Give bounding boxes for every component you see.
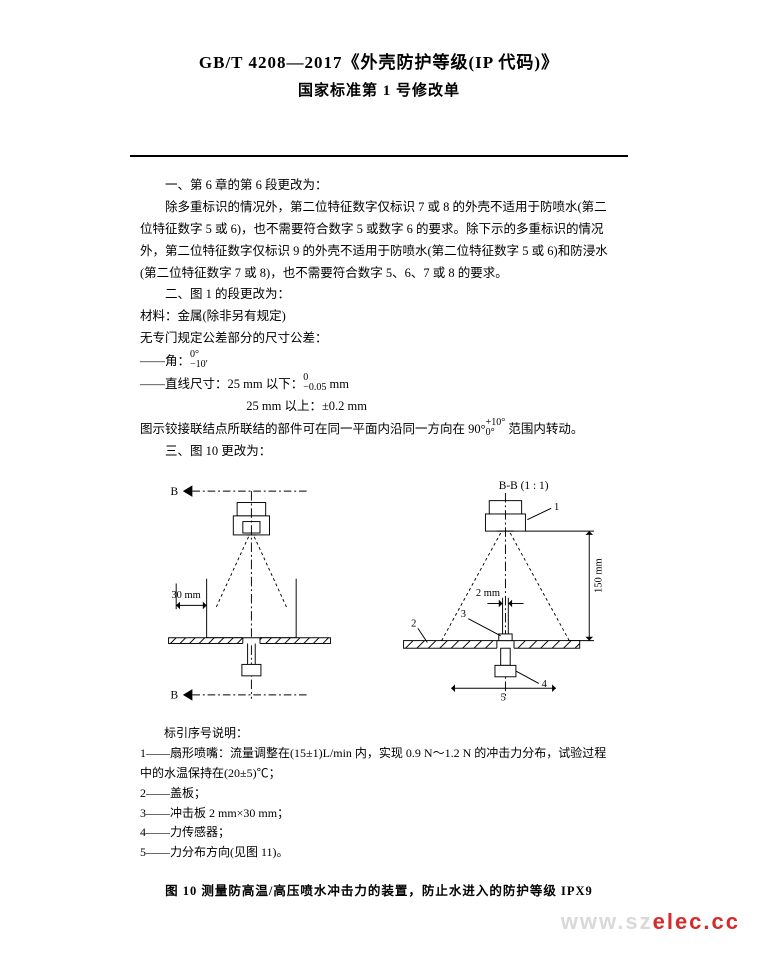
section-1-heading: 一、第 6 章的第 6 段更改为：: [140, 175, 618, 197]
label-B-bot: B: [170, 690, 178, 702]
s2l3-text: ——角：: [140, 354, 190, 368]
s2l4-text: ——直线尺寸：25 mm 以下：: [140, 377, 303, 391]
body-text: 一、第 6 章的第 6 段更改为： 除多重标识的情况外，第二位特征数字仅标识 7…: [140, 175, 618, 903]
figure-10-left: B: [140, 468, 335, 718]
section-1-para: 除多重标识的情况外，第二位特征数字仅标识 7 或 8 的外壳不适用于防喷水(第二…: [140, 197, 618, 285]
label-section-title: B-B (1 : 1): [499, 481, 549, 493]
section-3-heading: 三、图 10 更改为：: [140, 441, 618, 463]
label-n1: 1: [554, 503, 559, 514]
s2l6-tail: 范围内转动。: [505, 422, 583, 436]
section-2-line-1: 材料：金属(除非另有规定): [140, 306, 618, 328]
label-B-top: B: [170, 486, 178, 498]
document-page: GB/T 4208—2017《外壳防护等级(IP 代码)》 国家标准第 1 号修…: [0, 0, 758, 953]
watermark: www.szelec.cc: [561, 909, 740, 935]
label-2mm: 2 mm: [476, 588, 500, 599]
label-30mm: 30 mm: [171, 590, 200, 601]
label-n3: 3: [461, 609, 466, 620]
label-n2: 2: [411, 619, 416, 630]
label-n5: 5: [501, 693, 506, 704]
figure-row: B: [140, 468, 618, 718]
doc-subtitle: 国家标准第 1 号修改单: [40, 79, 718, 100]
legend-1: 1——扇形喷嘴：流量调整在(15±1)L/min 内，实现 0.9 N～1.2 …: [140, 744, 618, 784]
label-150mm: 150 mm: [594, 559, 605, 594]
section-2-heading: 二、图 1 的段更改为：: [140, 284, 618, 306]
figure-legend: 标引序号说明： 1——扇形喷嘴：流量调整在(15±1)L/min 内，实现 0.…: [140, 724, 618, 863]
section-2-line-6: 图示铰接联结点所联结的部件可在同一平面内沿同一方向在 90°+10°0° 范围内…: [140, 418, 618, 441]
legend-4: 4——力传感器；: [140, 823, 618, 843]
title-rule: [130, 155, 628, 157]
s2l4-unit: mm: [326, 377, 349, 391]
scan-area: GB/T 4208—2017《外壳防护等级(IP 代码)》 国家标准第 1 号修…: [40, 20, 718, 920]
section-2-line-2: 无专门规定公差部分的尺寸公差：: [140, 328, 618, 350]
legend-2: 2——盖板；: [140, 784, 618, 804]
figure-caption: 图 10 测量防高温/高压喷水冲击力的装置，防止水进入的防护等级 IPX9: [140, 881, 618, 903]
legend-3: 3——冲击板 2 mm×30 mm；: [140, 804, 618, 824]
figure-10-right: B-B (1 : 1) 1: [375, 468, 618, 718]
watermark-red: elec.cc: [653, 909, 740, 934]
s2l6-bot: 0°: [486, 427, 495, 438]
section-2-line-5: 25 mm 以上：±0.2 mm: [140, 396, 618, 418]
s2l6-text: 图示铰接联结点所联结的部件可在同一平面内沿同一方向在 90°: [140, 422, 486, 436]
doc-title: GB/T 4208—2017《外壳防护等级(IP 代码)》: [40, 48, 718, 73]
legend-title: 标引序号说明：: [140, 724, 618, 744]
legend-5: 5——力分布方向(见图 11)。: [140, 843, 618, 863]
section-2-line-4: ——直线尺寸：25 mm 以下：0−0.05 mm: [140, 373, 618, 396]
s2l3-bot: −10′: [190, 359, 208, 370]
watermark-grey: www.sz: [561, 909, 653, 934]
s2l4-bot: −0.05: [303, 382, 326, 393]
section-2-line-3: ——角：0°−10′: [140, 350, 618, 373]
